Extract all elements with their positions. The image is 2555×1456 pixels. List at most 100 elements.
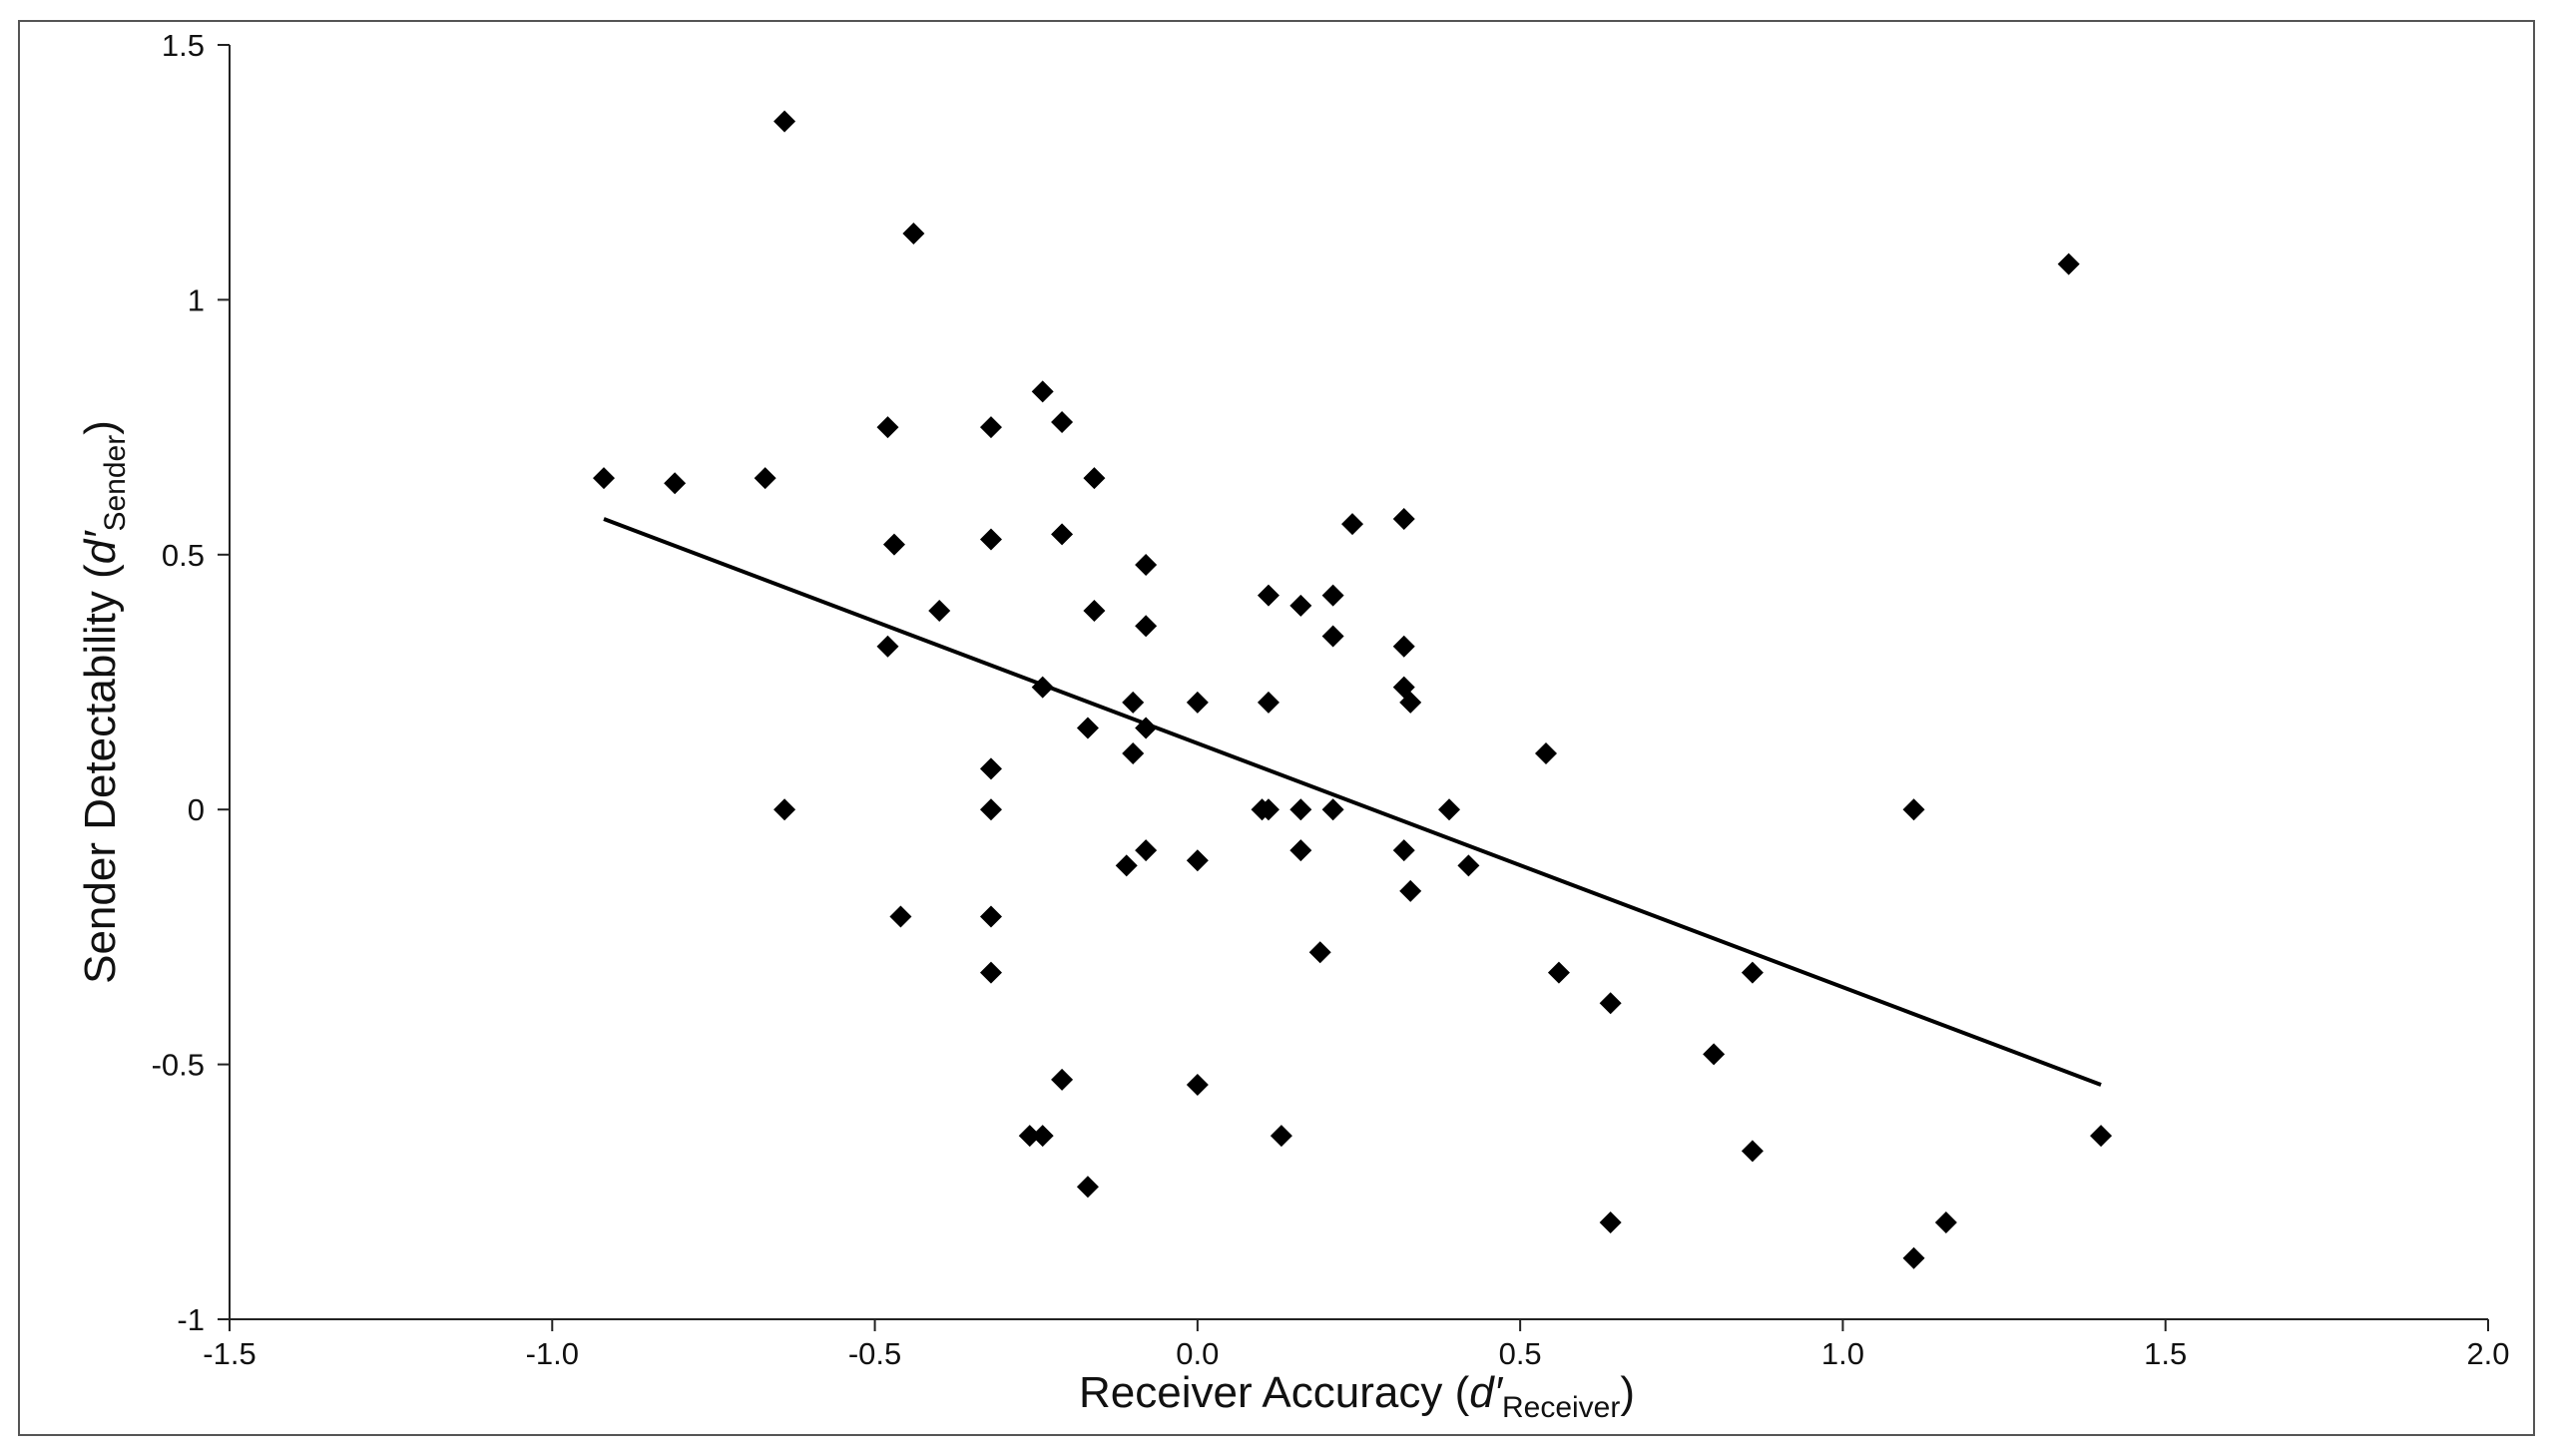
- y-axis-title-suffix: ): [76, 420, 125, 435]
- data-point: [773, 798, 796, 821]
- data-point: [902, 222, 925, 244]
- y-tick-label: -1: [177, 1302, 205, 1337]
- data-point: [1257, 584, 1279, 607]
- data-point: [1308, 941, 1331, 964]
- data-point: [1115, 854, 1138, 877]
- data-point: [1122, 691, 1145, 714]
- data-point: [1741, 961, 1764, 984]
- data-point: [1457, 854, 1480, 877]
- data-point: [1934, 1211, 1957, 1233]
- x-tick-label: 1.0: [1821, 1336, 1864, 1371]
- data-point: [1018, 1125, 1041, 1148]
- x-axis-title-prefix: Receiver Accuracy (: [1079, 1368, 1470, 1417]
- x-tick-label: 0.0: [1176, 1336, 1219, 1371]
- data-point: [876, 635, 899, 658]
- y-tick-label: 0: [188, 792, 205, 827]
- data-point: [1076, 717, 1099, 739]
- data-point: [1083, 467, 1106, 490]
- data-point: [1135, 615, 1158, 638]
- x-tick-label: -0.5: [848, 1336, 901, 1371]
- data-point: [979, 905, 1002, 928]
- y-axis-title-symbol: d′: [76, 530, 125, 564]
- data-point: [1135, 554, 1158, 577]
- data-point: [928, 599, 951, 622]
- data-point: [979, 961, 1002, 984]
- data-point: [1341, 513, 1364, 536]
- data-point: [1599, 992, 1622, 1015]
- data-point: [1186, 849, 1209, 872]
- data-point: [1321, 625, 1344, 648]
- data-point: [1321, 584, 1344, 607]
- data-point: [1902, 1246, 1925, 1269]
- y-axis-title-subscript: Sender: [99, 435, 132, 532]
- data-point: [1051, 410, 1074, 433]
- data-point: [889, 905, 912, 928]
- x-tick-label: -1.0: [526, 1336, 579, 1371]
- data-point: [979, 416, 1002, 439]
- data-point: [1257, 798, 1279, 821]
- data-point: [979, 528, 1002, 551]
- x-tick-label: 0.5: [1499, 1336, 1542, 1371]
- data-point: [1703, 1043, 1726, 1066]
- chart-frame: [18, 20, 2535, 1436]
- data-point: [1051, 523, 1074, 546]
- data-point: [754, 467, 776, 490]
- data-point: [1399, 879, 1422, 902]
- data-point: [1289, 798, 1312, 821]
- data-point: [1741, 1140, 1764, 1163]
- y-tick-label: 1: [188, 282, 205, 317]
- data-point: [773, 110, 796, 133]
- trendline-group: [603, 517, 2102, 1087]
- data-point: [1051, 1068, 1074, 1091]
- x-tick-label: -1.5: [203, 1336, 256, 1371]
- data-point: [1321, 798, 1344, 821]
- data-point: [1186, 1074, 1209, 1097]
- data-point: [1399, 691, 1422, 714]
- data-point: [2057, 252, 2080, 275]
- data-point: [1122, 742, 1145, 765]
- data-point: [593, 467, 616, 490]
- data-point: [1902, 798, 1925, 821]
- x-axis-title-suffix: ): [1620, 1368, 1635, 1417]
- y-tick-label: -0.5: [152, 1048, 205, 1083]
- x-axis-title-subscript: Receiver: [1502, 1391, 1620, 1424]
- x-axis-title-symbol: d′: [1469, 1368, 1503, 1417]
- data-point: [1547, 961, 1570, 984]
- data-point: [1135, 717, 1158, 739]
- data-point: [1438, 798, 1461, 821]
- data-point: [1031, 1125, 1054, 1148]
- data-point: [1031, 380, 1054, 403]
- data-points: [593, 110, 2113, 1269]
- data-point: [1289, 839, 1312, 862]
- x-tick-label: 1.5: [2144, 1336, 2187, 1371]
- data-point: [1392, 635, 1415, 658]
- y-tick-label: 0.5: [162, 538, 205, 573]
- data-point: [1392, 508, 1415, 531]
- data-point: [1289, 594, 1312, 617]
- data-point: [882, 533, 905, 556]
- data-point: [1535, 742, 1558, 765]
- x-axis-title: Receiver Accuracy (d′Receiver): [1079, 1368, 1635, 1424]
- x-ticks: -1.5 -1.0 -0.5 0.0 0.5 1.0 1.5 2.0: [203, 1319, 2510, 1371]
- data-point: [979, 757, 1002, 780]
- y-axis-title: Sender Detectability (d′Sender): [76, 420, 132, 984]
- data-point: [1270, 1125, 1292, 1148]
- data-point: [1599, 1211, 1622, 1233]
- x-tick-label: 2.0: [2466, 1336, 2509, 1371]
- data-point: [2090, 1125, 2113, 1148]
- data-point: [1135, 839, 1158, 862]
- y-tick-label: 1.5: [162, 28, 205, 63]
- data-point: [1186, 691, 1209, 714]
- data-point: [1076, 1176, 1099, 1199]
- y-ticks: -1 -0.5 0 0.5 1 1.5: [152, 28, 230, 1337]
- data-point: [1257, 691, 1279, 714]
- data-point: [876, 416, 899, 439]
- data-point: [1083, 599, 1106, 622]
- data-point: [979, 798, 1002, 821]
- y-axis-title-prefix: Sender Detectability (: [76, 564, 125, 984]
- data-point: [664, 472, 687, 495]
- data-point: [1392, 839, 1415, 862]
- data-point: [1031, 676, 1054, 699]
- trendline: [603, 517, 2102, 1087]
